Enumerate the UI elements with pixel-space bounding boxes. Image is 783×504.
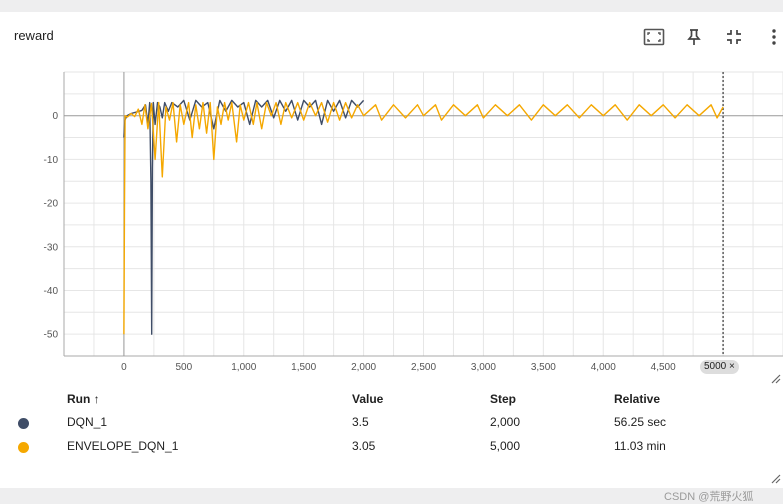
x-tick-label: 500 bbox=[175, 362, 192, 372]
fit-domain-icon bbox=[643, 28, 665, 46]
y-tick-label: 0 bbox=[52, 111, 58, 122]
x-tick-label: 1,000 bbox=[231, 362, 256, 372]
watermark: CSDN @荒野火狐 bbox=[664, 491, 754, 503]
table-row: DQN_1 3.5 2,000 56.25 sec bbox=[0, 415, 783, 435]
value-column-header[interactable]: Value bbox=[352, 392, 384, 406]
x-tick-label: 4,500 bbox=[651, 362, 676, 372]
y-tick-label: -20 bbox=[44, 199, 59, 210]
run-step: 5,000 bbox=[490, 439, 521, 453]
run-color-dot bbox=[18, 418, 29, 429]
card-resize-handle-icon[interactable] bbox=[771, 474, 781, 484]
x-tick-label: 2,500 bbox=[411, 362, 436, 372]
pin-icon bbox=[687, 29, 701, 45]
run-name: ENVELOPE_DQN_1 bbox=[67, 439, 179, 453]
run-color-dot bbox=[18, 442, 29, 453]
run-value: 3.05 bbox=[352, 439, 376, 453]
relative-column-header[interactable]: Relative bbox=[614, 392, 661, 406]
step-column-header[interactable]: Step bbox=[490, 392, 517, 406]
series-line-envelope-dqn-1 bbox=[123, 101, 724, 335]
x-tick-label: 1,500 bbox=[291, 362, 316, 372]
table-row: ENVELOPE_DQN_1 3.05 5,000 11.03 min bbox=[0, 439, 783, 459]
step-marker-badge[interactable]: 5000 × bbox=[700, 360, 739, 374]
run-step: 2,000 bbox=[490, 415, 521, 429]
more-options-button[interactable] bbox=[762, 25, 783, 49]
run-name: DQN_1 bbox=[67, 415, 108, 429]
more-vert-icon bbox=[772, 29, 776, 45]
fit-domain-button[interactable] bbox=[642, 25, 666, 49]
collapse-button[interactable] bbox=[722, 25, 746, 49]
y-tick-label: -30 bbox=[44, 242, 59, 253]
series-layer bbox=[123, 99, 724, 335]
card-title: reward bbox=[14, 28, 54, 43]
y-tick-label: -50 bbox=[44, 330, 59, 341]
y-tick-label: -10 bbox=[44, 155, 59, 166]
run-column-header[interactable]: Run ↑ bbox=[67, 392, 100, 406]
y-tick-label: -40 bbox=[44, 286, 59, 297]
x-tick-label: 2,000 bbox=[351, 362, 376, 372]
x-tick-label: 3,500 bbox=[531, 362, 556, 372]
run-relative: 56.25 sec bbox=[614, 415, 667, 429]
run-relative: 11.03 min bbox=[614, 439, 666, 453]
x-tick-label: 4,000 bbox=[591, 362, 616, 372]
resize-handle-icon[interactable] bbox=[771, 374, 781, 384]
run-value: 3.5 bbox=[352, 415, 369, 429]
x-tick-label: 0 bbox=[121, 362, 127, 372]
scalar-card: reward 0 -10 -20 -30 -40 -50 0 500 1,000 1,500 2,0… bbox=[0, 12, 783, 503]
line-chart[interactable]: 0 -10 -20 -30 -40 -50 0 500 1,000 1,500 2,000 2,500… bbox=[0, 56, 783, 372]
collapse-icon bbox=[727, 30, 741, 44]
pin-button[interactable] bbox=[682, 25, 706, 49]
tick-labels: 0 -10 -20 -30 -40 -50 0 500 1,000 1,500 2,000 2,500… bbox=[44, 111, 677, 372]
run-table-header: Run ↑ Value Step Relative bbox=[0, 392, 783, 412]
x-tick-label: 3,000 bbox=[471, 362, 496, 372]
